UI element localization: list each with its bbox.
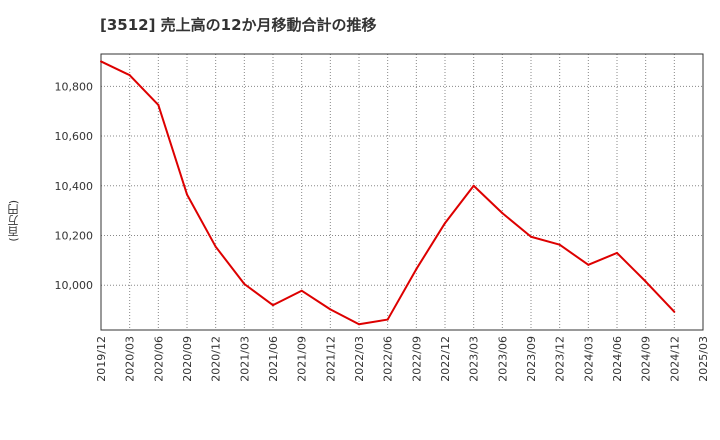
x-tick-label: 2023/06 xyxy=(496,336,509,382)
data-point xyxy=(673,310,676,313)
data-point xyxy=(616,251,618,254)
x-axis-ticks: 2019/12 2020/03 2020/06 2020/09 2020/12 2021/… xyxy=(95,336,710,382)
x-tick-label: 2022/09 xyxy=(410,336,423,382)
x-tick-label: 2022/12 xyxy=(439,336,452,382)
plot-area xyxy=(100,53,704,331)
x-tick-label: 2020/03 xyxy=(124,336,137,382)
y-axis-ticks: 10,000 10,200 10,400 10,600 10,800 xyxy=(55,80,94,292)
x-tick-label: 2022/06 xyxy=(382,336,395,382)
x-tick-label: 2024/06 xyxy=(611,336,624,382)
series-layer xyxy=(100,60,676,326)
data-point xyxy=(472,184,475,187)
y-tick-label: 10,600 xyxy=(55,130,94,143)
x-tick-label: 2020/12 xyxy=(210,336,223,382)
data-point xyxy=(214,245,217,248)
x-tick-label: 2024/03 xyxy=(582,336,595,382)
data-point xyxy=(530,235,532,238)
data-point xyxy=(157,103,160,106)
y-tick-label: 10,400 xyxy=(55,180,94,193)
data-point xyxy=(358,323,360,326)
data-point xyxy=(444,222,446,225)
grid-lines xyxy=(101,54,703,330)
x-tick-label: 2022/03 xyxy=(353,336,366,382)
data-point xyxy=(587,263,590,266)
data-point xyxy=(558,243,561,246)
x-tick-label: 2023/09 xyxy=(525,336,538,382)
x-tick-label: 2024/12 xyxy=(668,336,681,382)
x-tick-label: 2019/12 xyxy=(95,336,108,382)
y-tick-label: 10,000 xyxy=(55,279,94,292)
data-point xyxy=(501,212,504,215)
data-point xyxy=(415,268,418,271)
x-tick-label: 2020/09 xyxy=(181,336,194,382)
chart-title: [3512] 売上高の12か月移動合計の推移 xyxy=(100,16,377,34)
x-tick-label: 2023/12 xyxy=(554,336,567,382)
data-point xyxy=(186,193,188,196)
data-point xyxy=(272,304,274,307)
y-tick-label: 10,800 xyxy=(55,80,94,93)
data-point xyxy=(128,74,131,77)
x-tick-label: 2023/03 xyxy=(468,336,481,382)
x-tick-label: 2021/09 xyxy=(296,336,309,382)
y-tick-label: 10,200 xyxy=(55,230,94,243)
x-tick-label: 2021/03 xyxy=(238,336,251,382)
data-point xyxy=(644,280,647,283)
data-point xyxy=(386,318,389,321)
data-point xyxy=(300,289,303,292)
x-tick-label: 2021/06 xyxy=(267,336,280,382)
x-tick-label: 2021/12 xyxy=(324,336,337,382)
x-tick-label: 2020/06 xyxy=(152,336,165,382)
data-point xyxy=(243,283,246,285)
x-tick-label: 2024/09 xyxy=(640,336,653,382)
x-tick-label: 2025/03 xyxy=(697,336,710,382)
data-point xyxy=(329,308,332,311)
data-point xyxy=(100,60,102,63)
